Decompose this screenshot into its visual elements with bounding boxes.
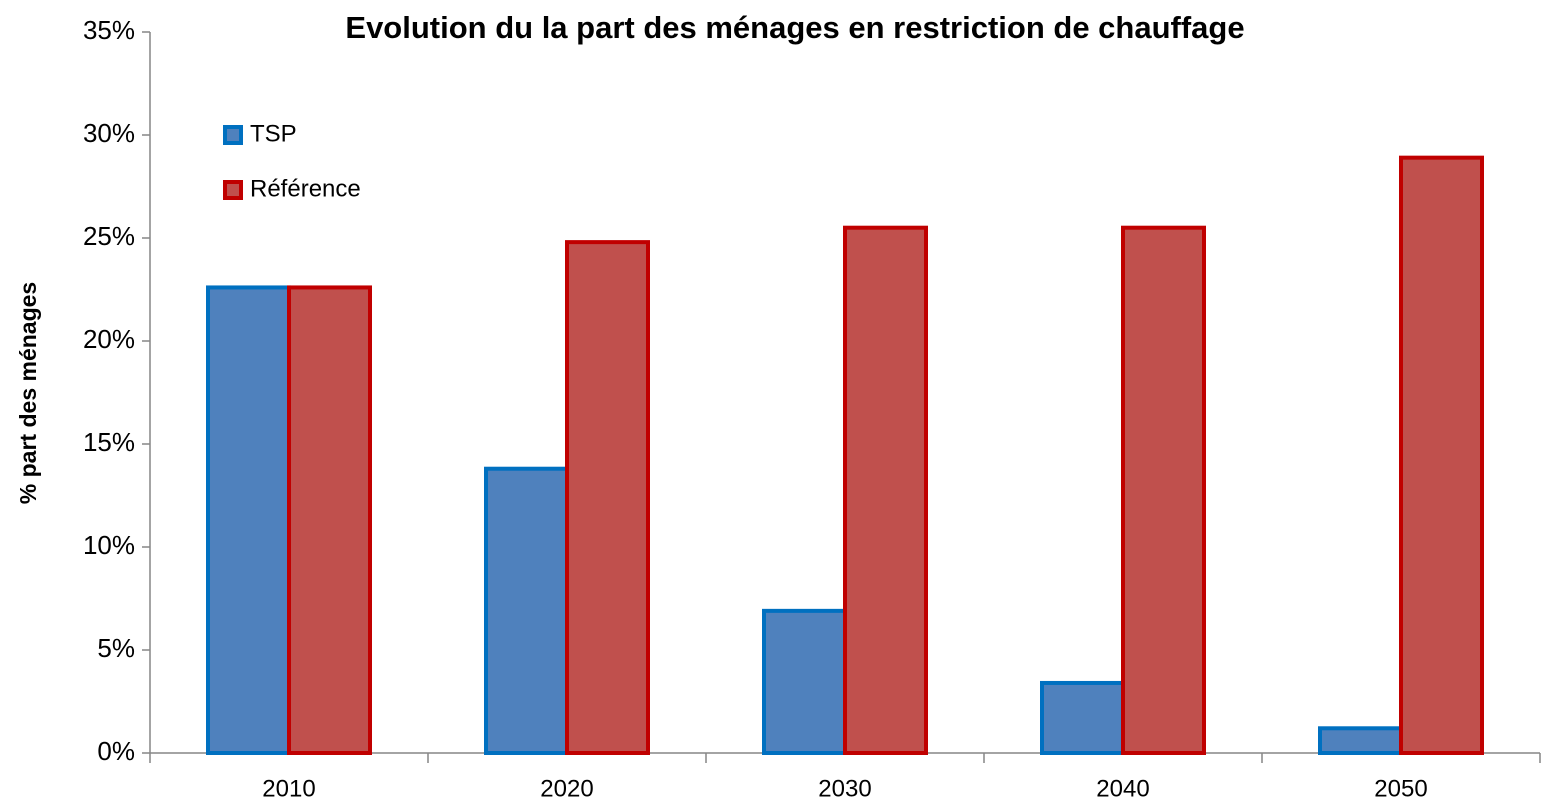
x-tick-label: 2050: [1374, 775, 1427, 802]
bar: [565, 240, 650, 755]
y-tick-label: 5%: [97, 633, 135, 663]
legend-swatch: [223, 180, 243, 200]
bar: [1399, 155, 1484, 756]
legend-swatch: [223, 125, 243, 145]
x-tick-label: 2040: [1096, 775, 1149, 802]
y-tick-label: 30%: [83, 118, 135, 148]
y-tick-label: 25%: [83, 221, 135, 251]
legend-label: TSP: [250, 120, 297, 147]
y-axis-label: % part des ménages: [15, 282, 41, 504]
y-tick-label: 10%: [83, 530, 135, 560]
y-tick-label: 35%: [83, 15, 135, 45]
x-tick-label: 2030: [818, 775, 871, 802]
bar: [1318, 726, 1403, 756]
y-tick-label: 0%: [97, 736, 135, 766]
x-tick-label: 2010: [262, 775, 315, 802]
bar: [762, 608, 847, 755]
bar: [1121, 225, 1206, 755]
legend-label: Référence: [250, 175, 361, 202]
bar: [287, 285, 372, 755]
chart-title: Evolution du la part des ménages en rest…: [345, 10, 1244, 45]
y-tick-label: 20%: [83, 324, 135, 354]
bar: [843, 225, 928, 755]
x-tick-label: 2020: [540, 775, 593, 802]
bar: [484, 466, 569, 755]
bar: [1040, 680, 1125, 756]
bar: [206, 285, 291, 755]
y-tick-label: 15%: [83, 427, 135, 457]
